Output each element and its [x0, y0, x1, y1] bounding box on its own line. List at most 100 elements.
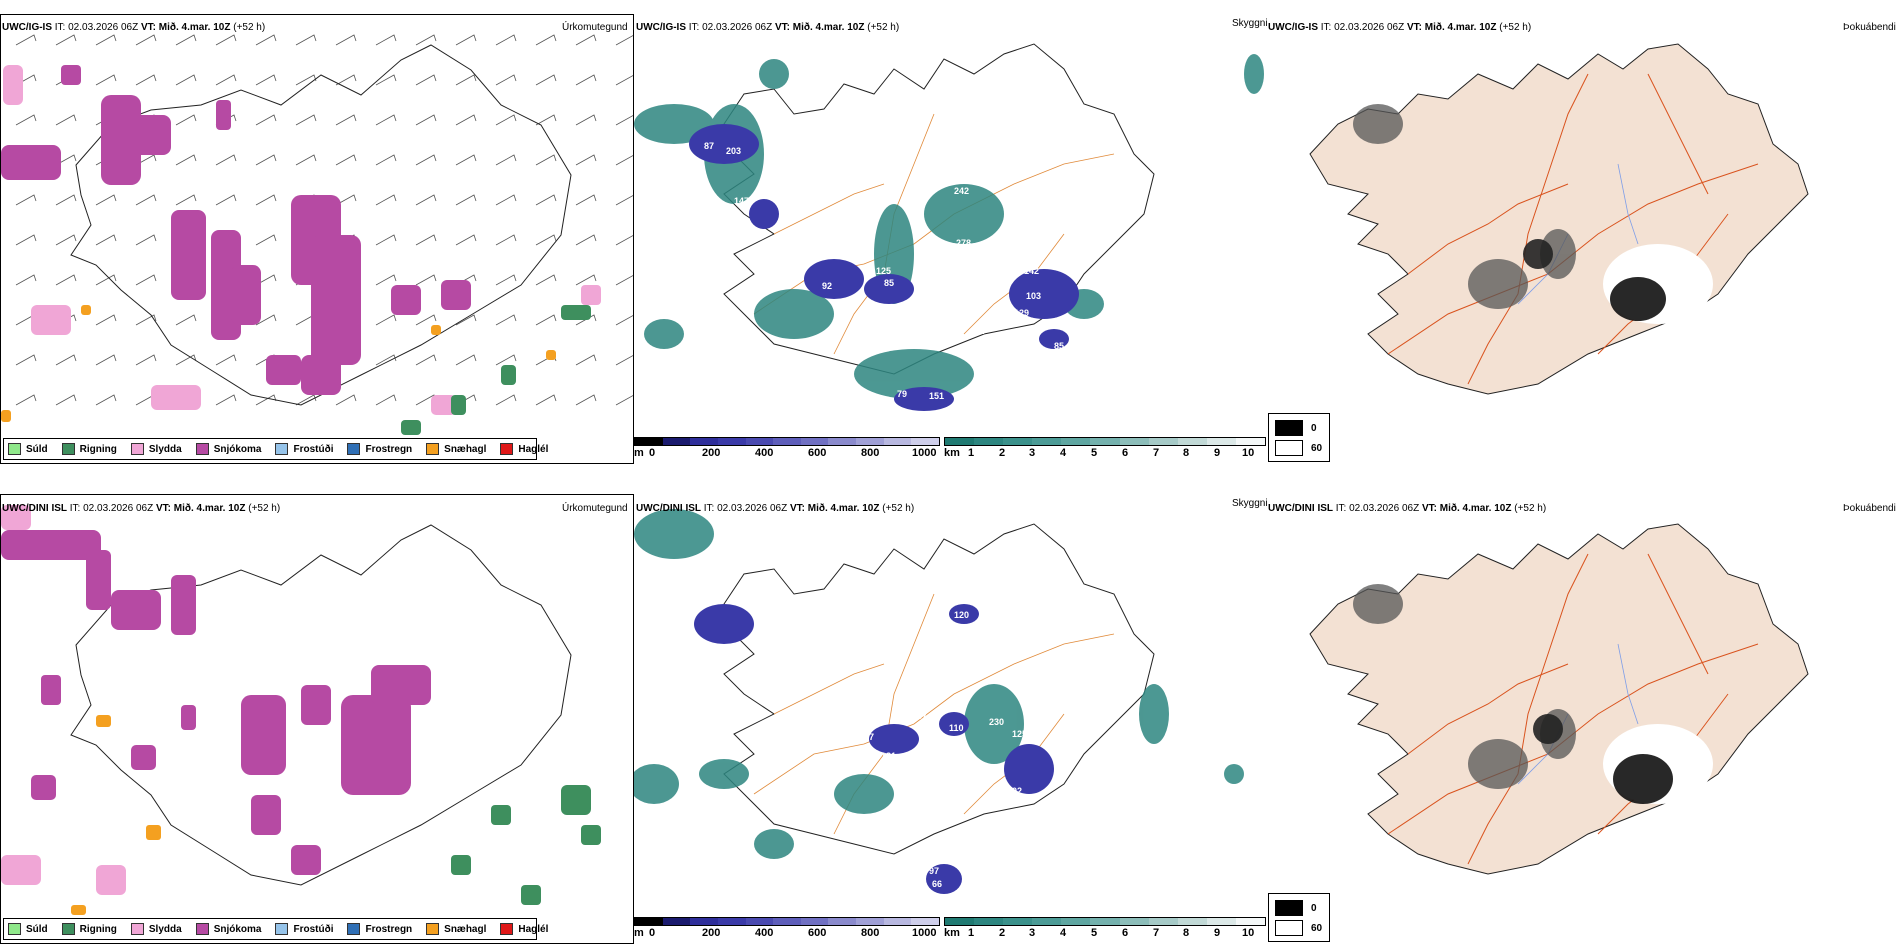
tick: 8	[1183, 927, 1190, 939]
legend-swatch	[500, 923, 514, 935]
tick: 600	[808, 927, 827, 939]
ceiling-unit: m	[634, 447, 644, 459]
wind-barb	[455, 354, 477, 366]
fog-legend-item: 60	[1275, 440, 1322, 456]
wind-barb	[255, 114, 277, 126]
panel-title-fog: Þokuábendi	[1843, 503, 1896, 514]
legend-swatch	[61, 443, 75, 455]
wind-barb	[175, 354, 197, 366]
legend-item: Rigning	[61, 443, 117, 455]
legend-item: Frostregn	[347, 443, 412, 455]
wind-barb	[375, 234, 397, 246]
wind-barb	[175, 154, 197, 166]
wind-barb	[415, 194, 437, 206]
visibility-unit: km	[944, 447, 960, 459]
wind-barb	[415, 234, 437, 246]
tick: 9	[1214, 447, 1221, 459]
wind-barb	[575, 234, 597, 246]
tick: 0	[649, 927, 656, 939]
wind-barb	[55, 234, 77, 246]
panel-title-cloud: Skyggni	[1232, 18, 1268, 29]
tick: 4	[1060, 447, 1067, 459]
wind-barb	[375, 34, 397, 46]
wind-barb	[335, 74, 357, 86]
tick: 400	[755, 447, 774, 459]
panel-title-cloud: Skyggni	[1232, 498, 1268, 509]
wind-barb	[495, 114, 517, 126]
wind-barb	[295, 114, 317, 126]
ceiling-value: 278	[956, 238, 971, 248]
ceiling-value: 73	[914, 251, 924, 261]
ceiling-visibility-map-row2: 42 70 88 73 87 67 181 178 367 110 230 12…	[634, 494, 1266, 914]
ceiling-value: 87	[704, 141, 714, 151]
iceland-outline	[723, 43, 1155, 375]
wind-barb	[615, 355, 633, 366]
wind-barb	[215, 194, 237, 206]
wind-barb	[135, 314, 157, 326]
legend-swatch	[347, 923, 361, 935]
wind-barb	[95, 314, 117, 326]
wind-barb	[375, 314, 397, 326]
precip-map-graphic	[1, 34, 633, 435]
ceiling-value: 42	[716, 563, 726, 573]
wind-barb	[415, 314, 437, 326]
wind-barb	[135, 74, 157, 86]
tick: 1000	[912, 927, 937, 939]
legend-swatch	[8, 923, 21, 935]
wind-barb	[535, 274, 557, 286]
wind-barb	[575, 394, 597, 406]
fog-legend-item: 0	[1275, 420, 1317, 436]
dense-fog-area	[1610, 277, 1666, 321]
roads	[753, 593, 1115, 835]
header-row2-cloud: UWC/DINI ISL IT: 02.03.2026 06Z VT: Mið.…	[636, 503, 915, 514]
ceiling-visibility-map-row1: 203 87 147 234 162 92 85 37 73 141 278 1…	[634, 14, 1266, 434]
wind-barb	[535, 114, 557, 126]
wind-barb	[495, 74, 517, 86]
wind-barb	[255, 154, 277, 166]
iceland-outline	[723, 523, 1155, 855]
fog-legend-item: 60	[1275, 920, 1322, 936]
tick: 4	[1060, 927, 1067, 939]
wind-barb	[375, 354, 397, 366]
legend-swatch	[426, 443, 440, 455]
tick: 6	[1122, 447, 1129, 459]
wind-barb	[415, 354, 437, 366]
tick: 2	[999, 927, 1006, 939]
fog-map-graphic	[1309, 523, 1809, 875]
wind-barb	[535, 154, 557, 166]
wind-barb	[215, 394, 237, 406]
wind-barb	[615, 155, 633, 166]
fog-index-map-row2	[1268, 494, 1900, 914]
ceiling-value: 242	[954, 186, 969, 196]
wind-barb	[95, 234, 117, 246]
panel-title-fog: Þokuábendi	[1843, 22, 1896, 33]
wind-barb	[415, 34, 437, 46]
tick: 200	[702, 927, 721, 939]
wind-barb	[215, 154, 237, 166]
precip-type-map-row2: Súld Rigning Slydda Snjókoma Frostúði Fr…	[0, 494, 634, 944]
fog-legend: 0 60	[1268, 413, 1330, 462]
wind-barb	[215, 34, 237, 46]
header-row1-fog: UWC/IG-IS IT: 02.03.2026 06Z VT: Mið. 4.…	[1268, 22, 1532, 33]
wind-barb	[55, 114, 77, 126]
tick: 400	[755, 927, 774, 939]
wind-barb	[495, 394, 517, 406]
ceiling-value: 142	[1024, 266, 1039, 276]
wind-barb	[495, 234, 517, 246]
wind-barb	[175, 114, 197, 126]
tick: 1	[968, 447, 975, 459]
header-row2-fog: UWC/DINI ISL IT: 02.03.2026 06Z VT: Mið.…	[1268, 503, 1547, 514]
snow-areas	[1, 530, 431, 875]
ceiling-value: 321	[789, 379, 804, 389]
legend-item: Frostúði	[275, 923, 333, 935]
legend-swatch	[130, 443, 144, 455]
ceiling-value: 162	[774, 238, 789, 248]
fog-map-graphic	[1309, 43, 1809, 395]
wind-barb	[375, 274, 397, 286]
wind-barb	[15, 234, 37, 246]
wind-barb	[455, 74, 477, 86]
wind-barb	[615, 75, 633, 86]
ceiling-value: 84	[1056, 401, 1066, 411]
ceiling-value: 324	[970, 326, 985, 336]
ceiling-value: 17	[1219, 790, 1229, 800]
